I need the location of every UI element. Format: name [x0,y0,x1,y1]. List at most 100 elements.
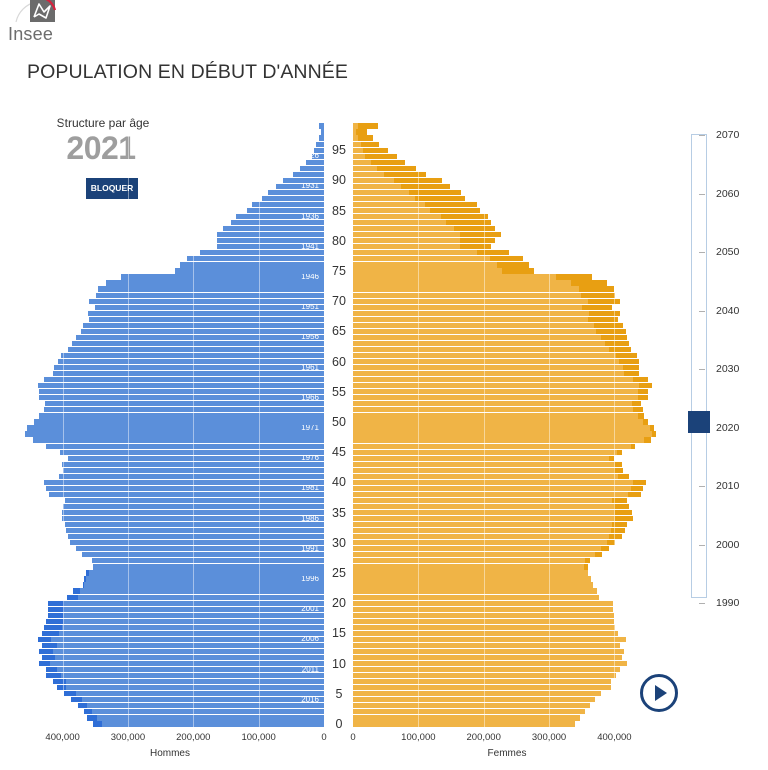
bar-hommes[interactable]: 1976 [68,455,324,461]
bar-femmes[interactable] [353,189,462,196]
bar-hommes[interactable] [68,534,324,540]
bar-femmes[interactable] [353,709,585,715]
bar-femmes[interactable] [353,346,631,353]
bar-femmes[interactable] [353,304,613,310]
bar-femmes[interactable] [353,214,488,220]
bar-femmes[interactable] [353,485,644,491]
bar-femmes[interactable] [353,232,502,238]
bar-hommes[interactable]: 2016 [71,697,324,703]
bar-femmes[interactable] [353,612,614,618]
bar-hommes[interactable] [92,721,324,727]
bar-hommes[interactable] [42,654,324,661]
bar-femmes[interactable] [353,274,593,280]
bar-hommes[interactable] [82,582,324,588]
bar-hommes[interactable] [89,298,324,304]
bar-hommes[interactable] [39,660,324,667]
bar-femmes[interactable] [353,135,373,141]
bar-femmes[interactable] [353,183,450,189]
bar-hommes[interactable] [58,473,324,479]
bar-femmes[interactable] [353,576,591,582]
bar-hommes[interactable]: 2011 [46,667,324,673]
bar-hommes[interactable] [73,588,324,594]
bar-femmes[interactable] [353,292,616,298]
bar-femmes[interactable] [353,220,491,226]
bar-femmes[interactable] [353,509,633,516]
bar-femmes[interactable] [353,721,575,727]
bar-femmes[interactable] [353,443,636,449]
bar-hommes[interactable] [63,503,324,510]
bar-hommes[interactable] [83,709,324,715]
bar-hommes[interactable] [25,431,324,437]
bar-hommes[interactable]: 1936 [236,214,324,220]
bar-femmes[interactable] [353,129,368,135]
bar-hommes[interactable] [88,310,324,316]
bar-hommes[interactable] [200,250,324,256]
bar-hommes[interactable]: 1931 [276,183,324,189]
bar-hommes[interactable] [97,286,324,292]
bar-hommes[interactable]: 2006 [37,636,324,642]
bar-femmes[interactable] [353,691,602,697]
bar-femmes[interactable] [353,588,598,594]
slider-handle[interactable] [688,410,710,433]
bar-femmes[interactable] [353,371,640,377]
bar-femmes[interactable] [353,401,641,407]
bar-hommes[interactable] [52,679,324,685]
bar-hommes[interactable] [283,177,324,183]
bar-hommes[interactable] [39,413,324,419]
bar-hommes[interactable]: 1986 [61,516,324,522]
bar-femmes[interactable] [353,516,633,522]
bar-hommes[interactable] [318,135,324,141]
bar-femmes[interactable] [353,141,380,147]
bar-hommes[interactable] [82,322,324,328]
bar-femmes[interactable] [353,522,627,528]
bar-hommes[interactable] [42,630,324,636]
bar-hommes[interactable] [44,401,324,407]
bar-femmes[interactable] [353,262,529,268]
bar-femmes[interactable] [353,256,523,262]
bar-hommes[interactable] [68,346,324,353]
bar-femmes[interactable] [353,334,628,340]
bar-hommes[interactable] [65,528,324,534]
bar-hommes[interactable]: 1951 [94,304,324,310]
slider-track[interactable] [691,134,707,598]
bar-hommes[interactable] [180,262,324,268]
bar-femmes[interactable] [353,201,477,208]
bar-femmes[interactable] [353,461,623,467]
bar-hommes[interactable]: 1996 [83,576,324,582]
bar-hommes[interactable] [92,558,324,564]
bar-femmes[interactable] [353,238,496,244]
bar-femmes[interactable] [353,673,617,679]
bar-femmes[interactable] [353,654,623,661]
bar-femmes[interactable] [353,503,630,510]
bar-femmes[interactable] [353,298,621,304]
bar-femmes[interactable] [353,365,640,371]
bar-femmes[interactable] [353,159,406,165]
bar-hommes[interactable] [86,715,324,721]
bar-femmes[interactable] [353,497,627,504]
bar-hommes[interactable] [216,238,324,244]
bar-femmes[interactable] [353,328,627,334]
bar-femmes[interactable] [353,377,649,383]
bar-femmes[interactable] [353,636,627,642]
bar-hommes[interactable]: 1941 [216,244,324,250]
bar-femmes[interactable] [353,250,510,256]
bar-femmes[interactable] [353,618,615,624]
bar-hommes[interactable] [65,497,324,504]
bar-hommes[interactable] [44,407,324,413]
bar-hommes[interactable]: 2001 [47,606,324,612]
bar-femmes[interactable] [353,552,602,558]
bar-femmes[interactable] [353,697,595,703]
bar-hommes[interactable] [319,123,324,129]
bar-hommes[interactable] [80,328,324,334]
bar-femmes[interactable] [353,600,614,606]
bar-hommes[interactable] [252,201,324,208]
bar-hommes[interactable] [39,389,324,395]
bar-femmes[interactable] [353,395,648,401]
bar-hommes[interactable] [231,220,324,226]
bar-femmes[interactable] [353,594,599,600]
bar-femmes[interactable] [353,383,653,389]
bar-hommes[interactable] [65,522,324,528]
bar-hommes[interactable] [48,491,324,498]
lock-button[interactable]: BLOQUER [86,178,138,199]
bar-femmes[interactable] [353,413,645,419]
